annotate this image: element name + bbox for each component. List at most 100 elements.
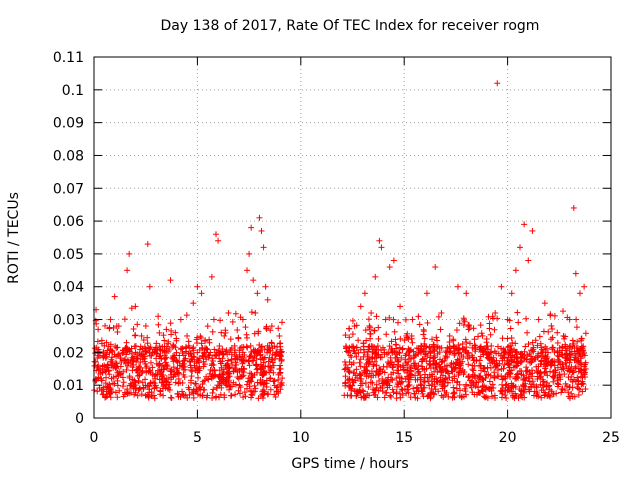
data-point	[500, 365, 507, 372]
data-point	[95, 362, 102, 369]
data-point	[573, 316, 580, 323]
data-point	[377, 366, 384, 373]
data-point	[549, 334, 556, 341]
data-point	[529, 367, 536, 374]
data-point	[113, 363, 120, 370]
data-point	[278, 382, 285, 389]
data-point	[173, 349, 180, 356]
data-point	[538, 350, 545, 357]
data-point	[421, 374, 428, 381]
data-point	[95, 346, 102, 353]
data-point	[375, 351, 382, 358]
data-point	[107, 385, 114, 392]
data-point	[110, 324, 117, 331]
data-point	[361, 367, 368, 374]
data-point	[222, 329, 229, 336]
data-point	[559, 347, 566, 354]
data-point	[470, 367, 477, 374]
data-point	[226, 386, 233, 393]
data-point	[478, 330, 485, 337]
data-point	[247, 377, 254, 384]
data-point	[529, 339, 536, 346]
data-point	[235, 335, 242, 342]
data-point	[186, 358, 193, 365]
data-point	[554, 339, 561, 346]
data-point	[481, 345, 488, 352]
data-point	[95, 326, 102, 333]
data-point	[188, 379, 195, 386]
data-point	[438, 309, 445, 316]
data-point	[213, 231, 220, 238]
data-point	[115, 323, 122, 330]
data-point	[566, 384, 573, 391]
data-point	[504, 316, 511, 323]
data-point	[380, 363, 387, 370]
data-point	[520, 383, 527, 390]
data-point	[219, 370, 226, 377]
data-point	[213, 384, 220, 391]
data-point	[222, 362, 229, 369]
data-point	[349, 331, 356, 338]
data-point	[378, 244, 385, 251]
data-point	[102, 322, 109, 329]
data-point	[513, 358, 520, 365]
data-point	[381, 351, 388, 358]
data-point	[220, 351, 227, 358]
data-point	[434, 344, 441, 351]
data-point	[113, 373, 120, 380]
data-point	[537, 369, 544, 376]
data-point	[206, 336, 213, 343]
data-point	[344, 364, 351, 371]
data-point	[390, 316, 397, 323]
data-point	[114, 377, 121, 384]
data-point	[271, 343, 278, 350]
data-point	[568, 348, 575, 355]
data-point	[138, 332, 145, 339]
data-point	[405, 352, 412, 359]
data-point	[471, 342, 478, 349]
data-point	[373, 313, 380, 320]
data-point	[205, 351, 212, 358]
data-point	[274, 343, 281, 350]
data-point	[525, 375, 532, 382]
data-point	[227, 383, 234, 390]
data-point	[427, 354, 434, 361]
data-point	[446, 332, 453, 339]
data-point	[455, 369, 462, 376]
data-point	[455, 342, 462, 349]
data-point	[572, 270, 579, 277]
data-point	[413, 384, 420, 391]
data-point	[154, 347, 161, 354]
data-point	[236, 354, 243, 361]
data-point	[385, 349, 392, 356]
data-point	[512, 390, 519, 397]
data-point	[452, 364, 459, 371]
data-point	[579, 388, 586, 395]
data-point	[393, 375, 400, 382]
data-point	[105, 388, 112, 395]
data-point	[371, 327, 378, 334]
data-point	[239, 316, 246, 323]
data-point	[507, 325, 514, 332]
data-point	[382, 389, 389, 396]
data-point	[398, 386, 405, 393]
data-point	[176, 352, 183, 359]
data-point	[492, 309, 499, 316]
data-point	[262, 283, 269, 290]
data-point	[463, 383, 470, 390]
data-point	[459, 340, 466, 347]
data-point	[479, 388, 486, 395]
data-point	[532, 337, 539, 344]
data-point	[102, 368, 109, 375]
data-point	[167, 368, 174, 375]
data-point	[266, 354, 273, 361]
data-point	[486, 320, 493, 327]
x-tick-label: 15	[395, 430, 413, 446]
data-point	[235, 387, 242, 394]
data-point	[224, 357, 231, 364]
data-point	[477, 322, 484, 329]
data-point	[381, 394, 388, 401]
data-point	[341, 392, 348, 399]
data-point	[100, 391, 107, 398]
data-point	[429, 336, 436, 343]
